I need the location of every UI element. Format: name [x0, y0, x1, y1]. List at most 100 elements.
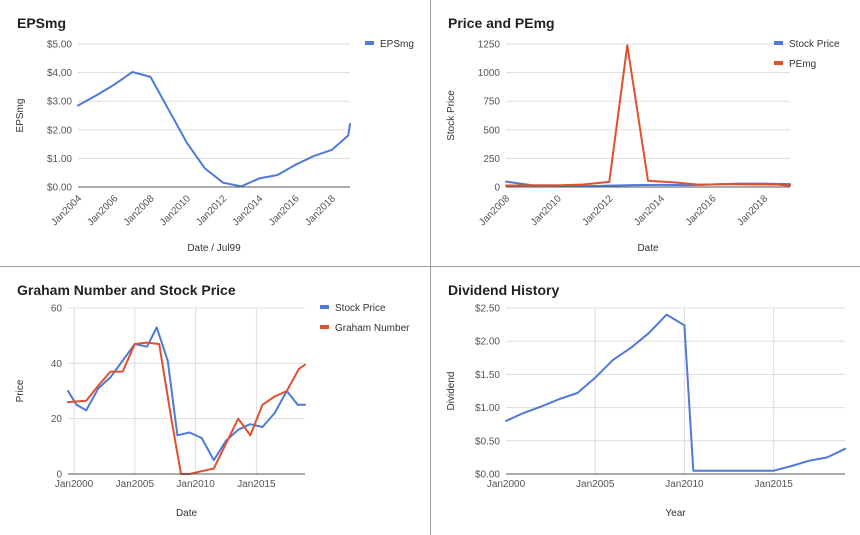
data-point: [75, 404, 78, 406]
vertical-divider: [430, 0, 431, 535]
data-point: [222, 181, 224, 184]
data-point: [608, 181, 611, 183]
data-point: [285, 390, 288, 392]
legend-swatch: [320, 325, 329, 329]
data-point: [109, 376, 112, 378]
y-axis-label: Dividend: [446, 372, 457, 411]
x-tick-label: Jan2010: [529, 193, 564, 228]
data-point: [540, 405, 543, 408]
x-tick-label: Jan2004: [49, 193, 84, 228]
data-point: [258, 177, 261, 180]
graham-chart-title: Graham Number and Stock Price: [17, 282, 236, 298]
x-axis-label: Date / Jul99: [187, 243, 241, 254]
data-point: [67, 401, 69, 403]
y-axis-label: EPSmg: [15, 99, 26, 133]
y-tick-label: 60: [51, 304, 63, 315]
data-point: [249, 423, 252, 425]
y-axis-label: Stock Price: [446, 90, 457, 141]
x-tick-label: Jan2016: [684, 193, 719, 228]
legend-label: Graham Number: [335, 323, 410, 334]
price-pe-chart-panel: Price and PEmg 0 250 500 750 1000 1250 Jan2008 J…: [431, 0, 860, 266]
data-point: [630, 347, 632, 349]
data-point: [237, 428, 239, 431]
data-point: [608, 184, 611, 187]
data-point: [673, 181, 675, 184]
data-point: [273, 395, 276, 398]
data-point: [85, 409, 88, 412]
data-point: [505, 420, 507, 422]
y-tick-label: 0: [56, 470, 62, 481]
data-point: [155, 326, 158, 329]
legend-label: Stock Price: [789, 39, 840, 50]
data-point: [249, 434, 252, 437]
series-line-0: [67, 326, 306, 462]
legend-swatch: [365, 41, 374, 45]
y-tick-label: $3.00: [47, 97, 72, 108]
legend-label: PEmg: [789, 59, 816, 70]
data-point: [304, 363, 306, 366]
legend-label: Stock Price: [335, 303, 386, 314]
data-point: [237, 417, 239, 420]
data-point: [213, 459, 215, 461]
data-point: [750, 183, 753, 186]
data-point: [121, 359, 124, 362]
pe-chart-title: Price and PEmg: [448, 15, 555, 31]
y-tick-label: $1.50: [475, 370, 500, 381]
y-tick-label: $0.00: [475, 470, 500, 481]
legend-label: EPSmg: [380, 39, 414, 50]
data-point: [261, 404, 264, 406]
data-point: [505, 180, 507, 183]
series-line-1: [505, 44, 791, 187]
data-point: [660, 184, 662, 186]
series-line-1: [67, 341, 306, 475]
x-tick-label: Jan2010: [158, 193, 193, 228]
x-tick-label: Jan2010: [176, 479, 215, 490]
y-tick-label: $5.00: [47, 40, 72, 51]
data-point: [776, 183, 778, 186]
y-tick-label: 750: [483, 97, 500, 108]
legend-swatch: [774, 61, 783, 65]
pe-chart-svg: Price and PEmg 0 250 500 750 1000 1250 Jan2008 J…: [446, 15, 840, 254]
x-tick-label: Jan2000: [55, 479, 94, 490]
data-point: [647, 179, 649, 182]
data-point: [167, 108, 170, 111]
x-tick-label: Jan2012: [194, 193, 229, 228]
x-tick-label: Jan2005: [116, 479, 155, 490]
x-tick-label: Jan2008: [122, 193, 157, 228]
dividend-chart-title: Dividend History: [448, 282, 559, 298]
data-point: [131, 71, 134, 73]
data-point: [170, 417, 173, 420]
data-point: [724, 183, 727, 185]
horizontal-divider: [0, 266, 860, 267]
data-point: [166, 359, 169, 362]
dividend-chart-panel: Dividend History $0.00 $0.50 $1.00 $1.50 $2.0…: [431, 267, 860, 535]
graham-chart-panel: Graham Number and Stock Price 0 20 40 60 Jan2…: [0, 267, 430, 535]
data-point: [576, 392, 579, 394]
x-tick-label: Jan2005: [576, 479, 615, 490]
data-point: [349, 123, 351, 125]
x-tick-label: Jan2014: [632, 193, 667, 228]
x-tick-label: Jan2000: [487, 479, 526, 490]
eps-chart-panel: EPSmg $0.00 $1.00 $2.00 $3.00 $4.00 $5.00 Jan20…: [0, 0, 430, 266]
data-point: [158, 343, 160, 345]
data-point: [146, 341, 148, 344]
y-tick-label: $0.00: [47, 183, 72, 194]
y-tick-label: 1250: [478, 40, 501, 51]
y-tick-label: $0.50: [475, 436, 500, 447]
data-point: [523, 412, 525, 414]
data-point: [582, 183, 585, 186]
data-point: [647, 332, 650, 335]
x-tick-label: Jan2018: [735, 193, 770, 228]
x-axis-label: Date: [176, 508, 198, 519]
data-point: [612, 358, 614, 361]
data-point: [146, 345, 148, 348]
x-tick-label: Jan2015: [754, 479, 793, 490]
data-point: [347, 134, 349, 137]
data-point: [200, 437, 203, 439]
x-tick-label: Jan2006: [85, 193, 120, 228]
data-point: [176, 434, 179, 437]
y-tick-label: 40: [51, 359, 63, 370]
data-point: [296, 404, 299, 406]
data-point: [204, 167, 206, 170]
